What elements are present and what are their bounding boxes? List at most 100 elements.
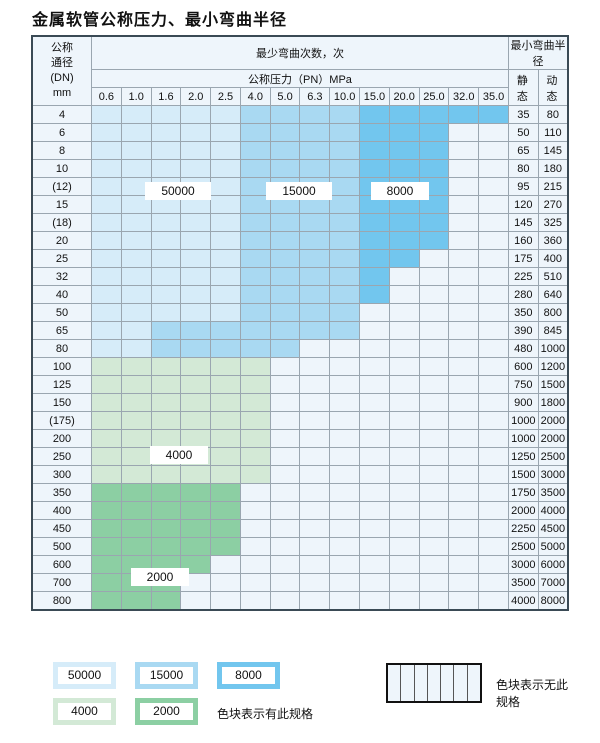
cell-dn500-pn2.5 <box>210 537 241 556</box>
cell-dn400-pn2.0 <box>180 501 212 520</box>
cell-dn8-pn35.0 <box>478 141 509 160</box>
cell-dn4-pn1.0 <box>120 105 152 124</box>
row-dynamic-radius: 1200 <box>537 357 569 376</box>
table-row: 20 160 360 <box>31 231 569 250</box>
cell-dn800-pn4.0 <box>239 591 271 611</box>
cell-dn125-pn25.0 <box>418 375 450 394</box>
cell-dn25-pn1.6 <box>150 249 182 268</box>
cell-dn250-pn2.5 <box>210 447 241 466</box>
cell-dn150-pn32.0 <box>448 393 480 412</box>
row-dynamic-radius: 7000 <box>537 573 569 592</box>
cell-dn20-pn32.0 <box>448 231 480 250</box>
cell-dn50-pn4.0 <box>239 303 271 322</box>
cell-dn500-pn6.3 <box>299 537 331 556</box>
legend-swatch-label: 50000 <box>58 667 111 684</box>
cell-dn500-pn32.0 <box>448 537 480 556</box>
cell-dn400-pn10.0 <box>329 501 361 520</box>
cell-dn50-pn6.3 <box>299 303 331 322</box>
cell-dn32-pn10.0 <box>329 267 361 286</box>
legend-swatch-8000: 8000 <box>217 662 280 689</box>
row-static-radius: 225 <box>507 267 539 286</box>
cell-dn350-pn1.6 <box>150 483 182 502</box>
cell-dn(175)-pn15.0 <box>359 411 390 430</box>
legend-has-spec-label: 色块表示有此规格 <box>217 707 314 721</box>
row-static-radius: 120 <box>507 195 539 214</box>
cell-dn65-pn6.3 <box>299 321 331 340</box>
cell-dn6-pn1.6 <box>150 123 182 142</box>
cell-dn(175)-pn35.0 <box>478 411 509 430</box>
row-dn-125: 125 <box>31 375 92 394</box>
row-dn-150: 150 <box>31 393 92 412</box>
header-pressure-5.0: 5.0 <box>269 87 301 106</box>
cell-dn4-pn5.0 <box>269 105 301 124</box>
row-dn-4: 4 <box>31 105 92 124</box>
no-spec-stripe <box>415 665 428 701</box>
cell-dn400-pn2.5 <box>210 501 241 520</box>
cell-dn15-pn35.0 <box>478 195 509 214</box>
cell-dn20-pn35.0 <box>478 231 509 250</box>
cell-dn40-pn1.0 <box>120 285 152 304</box>
header-pressure-32.0: 32.0 <box>448 87 480 106</box>
cell-dn200-pn2.5 <box>210 429 241 448</box>
cell-dn450-pn2.0 <box>180 519 212 538</box>
header-row-2: 公称压力（PN）MPa 静 态 动 态 <box>32 69 569 106</box>
cell-dn125-pn35.0 <box>478 375 509 394</box>
cell-dn400-pn4.0 <box>239 501 271 520</box>
cell-dn65-pn1.0 <box>120 321 152 340</box>
cell-dn4-pn0.6 <box>91 105 122 124</box>
header-row-pressures: 0.6 1.0 1.6 2.0 2.5 4.0 5.0 6.3 10.0 15.0 20.0 25.0… <box>32 87 568 106</box>
cell-dn150-pn35.0 <box>478 393 509 412</box>
header-radius: 最小弯曲半径 <box>507 35 569 70</box>
cell-dn300-pn2.0 <box>180 465 212 484</box>
cell-dn(18)-pn6.3 <box>299 213 331 232</box>
table-row: 300 1500 3000 <box>31 465 569 484</box>
cell-dn150-pn6.3 <box>299 393 331 412</box>
cell-dn100-pn20.0 <box>388 357 420 376</box>
table-row: 700 3500 7000 <box>31 573 569 592</box>
legend-swatch-label: 15000 <box>140 667 193 684</box>
cell-dn20-pn6.3 <box>299 231 331 250</box>
cell-dn50-pn25.0 <box>418 303 450 322</box>
table-row: 100 600 1200 <box>31 357 569 376</box>
row-dynamic-radius: 360 <box>537 231 569 250</box>
cell-dn25-pn25.0 <box>418 249 450 268</box>
cell-dn800-pn6.3 <box>299 591 331 611</box>
row-dynamic-radius: 110 <box>537 123 569 142</box>
row-static-radius: 350 <box>507 303 539 322</box>
cell-dn25-pn0.6 <box>91 249 122 268</box>
cell-dn300-pn1.6 <box>150 465 182 484</box>
row-dynamic-radius: 1500 <box>537 375 569 394</box>
cell-dn400-pn32.0 <box>448 501 480 520</box>
cell-dn32-pn0.6 <box>91 267 122 286</box>
cell-dn600-pn35.0 <box>478 555 509 574</box>
legend-swatch-label: 8000 <box>222 667 275 684</box>
cell-dn6-pn20.0 <box>388 123 420 142</box>
cell-dn80-pn10.0 <box>329 339 361 358</box>
cell-dn10-pn0.6 <box>91 159 122 178</box>
cell-dn50-pn32.0 <box>448 303 480 322</box>
cell-dn(175)-pn1.0 <box>120 411 152 430</box>
cell-dn450-pn2.5 <box>210 519 241 538</box>
cell-dn450-pn0.6 <box>91 519 122 538</box>
cell-dn4-pn10.0 <box>329 105 361 124</box>
cell-dn250-pn20.0 <box>388 447 420 466</box>
row-static-radius: 1000 <box>507 411 539 430</box>
cell-dn150-pn0.6 <box>91 393 122 412</box>
cell-dn40-pn25.0 <box>418 285 450 304</box>
cell-dn200-pn4.0 <box>239 429 271 448</box>
table-row: 4 35 80 <box>31 105 569 124</box>
cell-dn200-pn10.0 <box>329 429 361 448</box>
table-row: (18) 145 325 <box>31 213 569 232</box>
cell-dn4-pn15.0 <box>359 105 390 124</box>
cell-dn32-pn1.6 <box>150 267 182 286</box>
cell-dn50-pn2.5 <box>210 303 241 322</box>
cell-dn(175)-pn32.0 <box>448 411 480 430</box>
cell-dn300-pn32.0 <box>448 465 480 484</box>
row-static-radius: 750 <box>507 375 539 394</box>
row-dn-8: 8 <box>31 141 92 160</box>
cell-dn(175)-pn25.0 <box>418 411 450 430</box>
cell-dn(12)-pn0.6 <box>91 177 122 196</box>
row-dn-(175): (175) <box>31 411 92 430</box>
cell-dn10-pn35.0 <box>478 159 509 178</box>
cell-dn4-pn20.0 <box>388 105 420 124</box>
